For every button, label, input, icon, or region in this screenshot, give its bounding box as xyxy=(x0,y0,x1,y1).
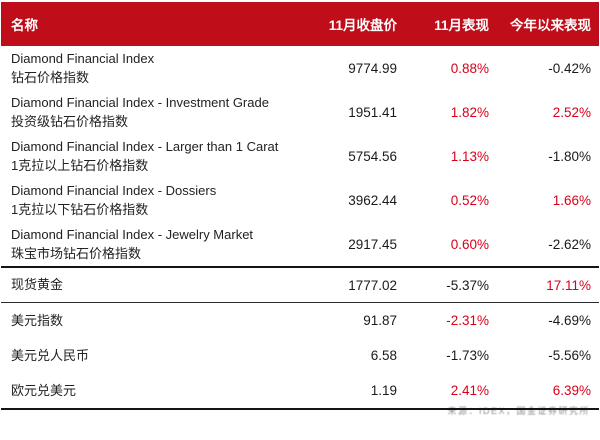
ytd-change: -5.56% xyxy=(548,348,591,363)
price-index-table: 名称 11月收盘价 11月表现 今年以来表现 Diamond Financial… xyxy=(1,2,599,410)
row-name-en: Diamond Financial Index xyxy=(11,50,155,66)
nov-change: 0.60% xyxy=(450,236,489,252)
row-name-cn: 珠宝市场钻石价格指数 xyxy=(11,246,142,261)
row-name-cn: 钻石价格指数 xyxy=(11,70,90,85)
close-value: 3962.44 xyxy=(348,192,397,208)
ytd-change: 17.11% xyxy=(546,277,591,293)
ytd-change: -0.42% xyxy=(548,60,591,76)
table-row: Diamond Financial Index - Dossiers 1克拉以下… xyxy=(1,178,599,222)
nov-change: 1.82% xyxy=(450,104,489,120)
close-value: 1.19 xyxy=(370,383,397,398)
header-nov-performance: 11月表现 xyxy=(434,18,489,33)
header-nov-close: 11月收盘价 xyxy=(328,18,397,33)
row-divider xyxy=(1,302,599,303)
close-value: 9774.99 xyxy=(348,60,397,76)
row-name-cn: 美元指数 xyxy=(11,312,64,328)
nov-change: 1.13% xyxy=(450,148,489,164)
row-name-cn: 1克拉以下钻石价格指数 xyxy=(11,202,149,217)
table-header-row: 名称 11月收盘价 11月表现 今年以来表现 xyxy=(1,2,599,46)
section-divider xyxy=(1,266,599,268)
nov-change: 0.52% xyxy=(450,192,489,208)
ytd-change: -1.80% xyxy=(548,148,591,164)
header-name: 名称 xyxy=(11,18,38,33)
close-value: 2917.45 xyxy=(348,236,397,252)
ytd-change: 1.66% xyxy=(552,192,591,208)
row-name-en: Diamond Financial Index - Investment Gra… xyxy=(11,94,269,110)
table-row: 现货黄金 1777.02 -5.37% 17.11% xyxy=(1,268,599,302)
table-row: Diamond Financial Index 钻石价格指数 9774.99 0… xyxy=(1,46,599,90)
close-value: 5754.56 xyxy=(348,148,397,164)
close-value: 1951.41 xyxy=(348,104,397,120)
row-name-cn: 投资级钻石价格指数 xyxy=(11,114,129,129)
nov-change: 2.41% xyxy=(450,383,489,398)
ytd-change: -4.69% xyxy=(548,313,591,328)
table-row: Diamond Financial Index - Larger than 1 … xyxy=(1,134,599,178)
close-value: 91.87 xyxy=(363,313,397,328)
close-value: 6.58 xyxy=(370,348,397,363)
table-row: Diamond Financial Index - Investment Gra… xyxy=(1,90,599,134)
table-row: Diamond Financial Index - Jewelry Market… xyxy=(1,222,599,266)
nov-change: 0.88% xyxy=(450,60,489,76)
table-row: 美元兑人民币 6.58 -1.73% -5.56% xyxy=(1,338,599,373)
header-ytd-performance: 今年以来表现 xyxy=(510,18,591,33)
ytd-change: -2.62% xyxy=(548,236,591,252)
row-name-cn: 现货黄金 xyxy=(11,277,64,293)
ytd-change: 6.39% xyxy=(552,383,591,398)
row-name-cn: 欧元兑美元 xyxy=(11,382,77,398)
row-name-en: Diamond Financial Index - Dossiers xyxy=(11,182,217,198)
row-name-en: Diamond Financial Index - Larger than 1 … xyxy=(11,138,279,154)
row-name-cn: 美元兑人民币 xyxy=(11,347,90,363)
ytd-change: 2.52% xyxy=(552,104,591,120)
table-row: 欧元兑美元 1.19 2.41% 6.39% xyxy=(1,373,599,408)
nov-change: -5.37% xyxy=(446,277,489,293)
row-name-cn: 1克拉以上钻石价格指数 xyxy=(11,158,149,173)
close-value: 1777.02 xyxy=(348,277,397,293)
source-watermark: 来源：IDEX，国金证券研究所 xyxy=(447,406,590,416)
nov-change: -1.73% xyxy=(446,348,489,363)
table-row: 美元指数 91.87 -2.31% -4.69% xyxy=(1,303,599,338)
bottom-border xyxy=(1,408,599,410)
nov-change: -2.31% xyxy=(446,313,489,328)
row-name-en: Diamond Financial Index - Jewelry Market xyxy=(11,226,254,242)
